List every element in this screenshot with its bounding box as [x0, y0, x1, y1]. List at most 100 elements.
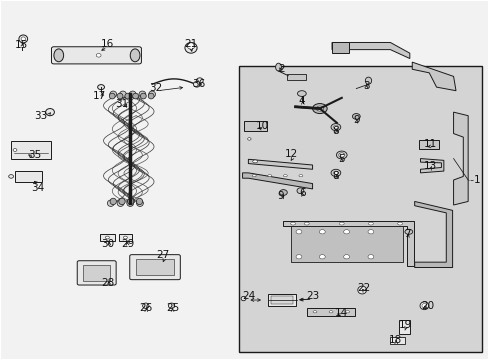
Ellipse shape: [127, 198, 134, 204]
Ellipse shape: [105, 236, 109, 239]
Text: 9: 9: [352, 115, 359, 125]
Ellipse shape: [352, 113, 360, 119]
Ellipse shape: [129, 91, 136, 98]
Ellipse shape: [142, 303, 149, 309]
Ellipse shape: [267, 175, 271, 177]
Ellipse shape: [132, 93, 138, 99]
Ellipse shape: [330, 169, 340, 176]
Polygon shape: [331, 42, 409, 59]
Bar: [243, 121, 266, 131]
Polygon shape: [411, 62, 455, 91]
Text: 21: 21: [184, 39, 197, 49]
Ellipse shape: [368, 222, 372, 225]
Polygon shape: [248, 159, 312, 169]
Ellipse shape: [110, 198, 116, 204]
Ellipse shape: [397, 222, 402, 225]
Ellipse shape: [312, 311, 316, 313]
Ellipse shape: [297, 91, 305, 96]
Text: 22: 22: [356, 283, 369, 293]
Text: 5: 5: [338, 154, 345, 164]
Bar: [306, 308, 355, 316]
Bar: [290, 226, 402, 262]
Bar: [331, 42, 348, 53]
Ellipse shape: [117, 200, 123, 206]
Text: 12: 12: [284, 149, 297, 159]
Ellipse shape: [421, 303, 426, 308]
Ellipse shape: [184, 42, 197, 53]
Ellipse shape: [252, 175, 256, 177]
Ellipse shape: [357, 286, 366, 294]
Ellipse shape: [343, 230, 349, 234]
Ellipse shape: [148, 91, 155, 98]
Ellipse shape: [13, 149, 17, 152]
Text: 20: 20: [421, 301, 434, 311]
Text: 19: 19: [399, 320, 412, 330]
Bar: [135, 259, 173, 275]
Bar: [267, 294, 295, 306]
Ellipse shape: [119, 91, 126, 98]
Bar: [11, 141, 51, 159]
Ellipse shape: [333, 171, 338, 175]
Ellipse shape: [136, 200, 143, 206]
Ellipse shape: [140, 93, 146, 99]
Ellipse shape: [96, 54, 101, 57]
Text: 25: 25: [165, 303, 179, 313]
Text: 1: 1: [473, 175, 479, 185]
Ellipse shape: [124, 93, 130, 99]
Ellipse shape: [338, 153, 344, 157]
Ellipse shape: [365, 77, 371, 84]
Ellipse shape: [187, 43, 194, 49]
Text: 10: 10: [255, 121, 268, 131]
Polygon shape: [283, 221, 413, 266]
Ellipse shape: [404, 229, 412, 234]
Ellipse shape: [295, 230, 301, 234]
Ellipse shape: [247, 138, 250, 140]
Bar: [15, 171, 41, 182]
Ellipse shape: [21, 37, 25, 41]
Ellipse shape: [98, 85, 104, 90]
Bar: [389, 337, 404, 343]
Text: 34: 34: [31, 183, 44, 193]
Ellipse shape: [45, 109, 54, 116]
Text: 24: 24: [242, 291, 255, 301]
Ellipse shape: [290, 222, 295, 225]
Polygon shape: [242, 173, 312, 189]
Text: 27: 27: [156, 250, 169, 260]
Text: 4: 4: [298, 96, 305, 106]
FancyBboxPatch shape: [77, 261, 116, 285]
Text: 13: 13: [423, 161, 436, 171]
Ellipse shape: [367, 230, 373, 234]
Ellipse shape: [123, 236, 127, 239]
Text: 30: 30: [101, 239, 114, 249]
Bar: [119, 234, 131, 242]
Text: 32: 32: [149, 83, 163, 93]
Text: 7: 7: [404, 229, 410, 239]
Ellipse shape: [275, 63, 281, 71]
Polygon shape: [420, 158, 443, 173]
Ellipse shape: [126, 200, 133, 206]
Ellipse shape: [9, 175, 14, 178]
Ellipse shape: [139, 91, 145, 98]
Ellipse shape: [319, 230, 325, 234]
Text: 36: 36: [191, 78, 204, 89]
Text: 15: 15: [15, 40, 28, 50]
Ellipse shape: [367, 255, 373, 259]
Ellipse shape: [283, 175, 287, 177]
Bar: [238, 66, 481, 352]
Polygon shape: [453, 112, 467, 205]
Ellipse shape: [316, 106, 323, 111]
Text: 3: 3: [362, 81, 368, 91]
Ellipse shape: [193, 81, 200, 87]
Ellipse shape: [130, 49, 140, 62]
Ellipse shape: [110, 91, 116, 98]
Text: 14: 14: [334, 308, 347, 318]
Text: 23: 23: [305, 291, 319, 301]
Ellipse shape: [136, 198, 142, 204]
Ellipse shape: [336, 151, 346, 159]
Text: 35: 35: [28, 150, 41, 160]
Text: 2: 2: [278, 64, 284, 73]
Ellipse shape: [148, 93, 154, 99]
Ellipse shape: [241, 296, 245, 301]
Ellipse shape: [117, 93, 122, 99]
Text: 8: 8: [332, 171, 339, 181]
